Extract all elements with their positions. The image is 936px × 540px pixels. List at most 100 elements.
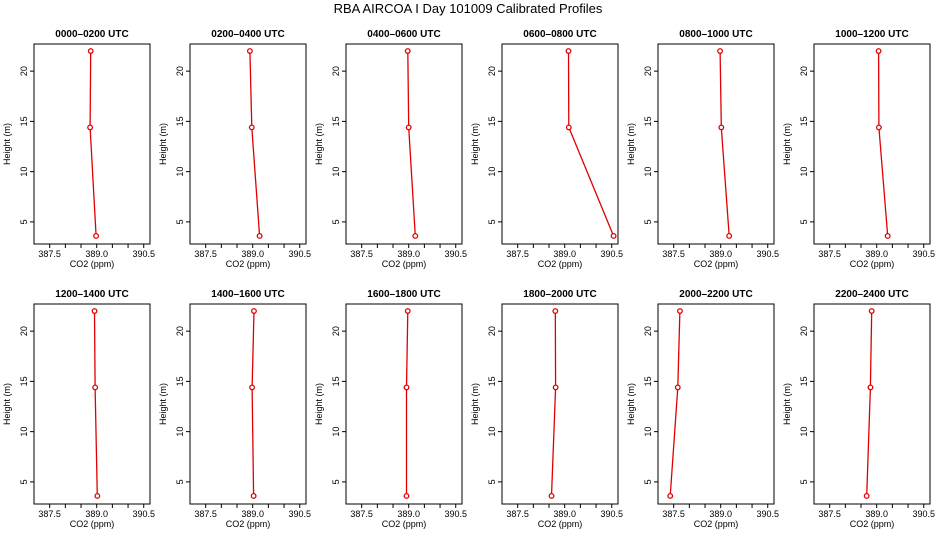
co2-data-point (405, 124, 412, 131)
y-tick-label: 10 (331, 167, 341, 177)
page-title: RBA AIRCOA I Day 101009 Calibrated Profi… (333, 1, 603, 16)
co2-data-point (248, 124, 255, 131)
panel-title: 1800–2000 UTC (523, 289, 596, 300)
co2-data-point (404, 48, 411, 54)
co2-data-point (565, 48, 572, 54)
x-tick-label: 387.5 (350, 249, 373, 259)
co2-data-point (884, 233, 891, 239)
panel-title: 1600–1800 UTC (367, 289, 440, 300)
panel-title: 0200–0400 UTC (211, 29, 284, 40)
panel-title: 0000–0200 UTC (55, 29, 128, 40)
profile-panel-7: 1200–1400 UTC 387.5 389.0 390.5 CO2 (ppm) 5 10… (2, 289, 155, 529)
y-tick-label: 15 (175, 376, 185, 386)
x-tick-label: 387.5 (38, 249, 61, 259)
x-tick-label: 387.5 (818, 509, 841, 519)
x-tick-label: 390.5 (132, 509, 155, 519)
x-tick-label: 390.5 (132, 249, 155, 259)
x-tick-label: 390.5 (600, 249, 623, 259)
x-tick-label: 387.5 (38, 509, 61, 519)
co2-profile-line (407, 50, 416, 237)
x-tick-label: 390.5 (912, 509, 935, 519)
y-tick-label: 15 (19, 376, 29, 386)
x-tick-label: 390.5 (912, 249, 935, 259)
co2-data-point (717, 48, 724, 54)
plot-frame (657, 303, 775, 505)
y-tick-label: 10 (19, 427, 29, 437)
x-tick-label: 390.5 (444, 249, 467, 259)
y-tick-label: 10 (175, 427, 185, 437)
y-tick-label: 10 (175, 167, 185, 177)
x-tick-label: 387.5 (506, 509, 529, 519)
y-axis-label: Height (m) (470, 383, 480, 425)
x-axis-label: CO2 (ppm) (226, 519, 271, 529)
y-tick-label: 5 (19, 479, 29, 484)
y-axis-label: Height (m) (158, 383, 168, 425)
plot-frame (501, 43, 619, 245)
x-tick-label: 389.0 (241, 509, 264, 519)
x-tick-label: 387.5 (662, 249, 685, 259)
co2-profile-line (550, 310, 557, 497)
y-tick-label: 20 (487, 326, 497, 336)
co2-data-point (726, 233, 733, 239)
x-tick-label: 390.5 (288, 249, 311, 259)
profile-panel-4: 0600–0800 UTC 387.5 389.0 390.5 CO2 (ppm) 5 10… (470, 29, 623, 269)
y-tick-label: 20 (487, 66, 497, 76)
x-tick-label: 387.5 (662, 509, 685, 519)
profile-panel-1: 0000–0200 UTC 387.5 389.0 390.5 CO2 (ppm) 5 10… (2, 29, 155, 269)
panel-title: 0800–1000 UTC (679, 29, 752, 40)
y-tick-label: 20 (643, 326, 653, 336)
x-tick-label: 387.5 (350, 509, 373, 519)
y-tick-label: 5 (487, 219, 497, 224)
y-tick-label: 15 (331, 376, 341, 386)
plot-frame (501, 303, 619, 505)
co2-profile-line (251, 310, 255, 497)
profile-panel-11: 2000–2200 UTC 387.5 389.0 390.5 CO2 (ppm) 5 10… (626, 289, 779, 529)
co2-data-point (246, 48, 253, 54)
co2-data-point (552, 384, 559, 391)
y-tick-label: 5 (487, 479, 497, 484)
y-tick-label: 15 (799, 376, 809, 386)
plot-frame (657, 43, 775, 245)
panel-title: 1000–1200 UTC (835, 29, 908, 40)
y-tick-label: 15 (487, 116, 497, 126)
co2-data-point (674, 384, 681, 391)
x-tick-label: 390.5 (756, 509, 779, 519)
y-tick-label: 15 (19, 116, 29, 126)
panel-title: 1400–1600 UTC (211, 289, 284, 300)
plot-frame (345, 43, 463, 245)
plot-frame (813, 303, 931, 505)
y-axis-label: Height (m) (782, 123, 792, 165)
y-tick-label: 10 (331, 427, 341, 437)
co2-data-point (548, 493, 555, 499)
y-axis-label: Height (m) (314, 123, 324, 165)
y-tick-label: 5 (643, 479, 653, 484)
x-tick-label: 389.0 (397, 249, 420, 259)
co2-profile-line (567, 50, 615, 237)
co2-data-point (256, 233, 263, 239)
x-axis-label: CO2 (ppm) (70, 259, 115, 269)
y-axis-label: Height (m) (314, 383, 324, 425)
co2-data-point (250, 493, 257, 499)
co2-data-point (875, 124, 882, 131)
profile-panel-2: 0200–0400 UTC 387.5 389.0 390.5 CO2 (ppm) 5 10… (158, 29, 311, 269)
y-tick-label: 20 (175, 326, 185, 336)
co2-data-point (403, 493, 410, 499)
co2-data-point (863, 493, 870, 499)
x-tick-label: 389.0 (397, 509, 420, 519)
plot-frame (189, 43, 307, 245)
y-axis-label: Height (m) (2, 383, 12, 425)
co2-data-point (867, 384, 874, 391)
y-axis-label: Height (m) (626, 123, 636, 165)
x-tick-label: 390.5 (756, 249, 779, 259)
x-axis-label: CO2 (ppm) (694, 519, 739, 529)
x-axis-label: CO2 (ppm) (538, 259, 583, 269)
x-axis-label: CO2 (ppm) (850, 259, 895, 269)
co2-data-point (87, 48, 94, 54)
profile-panel-10: 1800–2000 UTC 387.5 389.0 390.5 CO2 (ppm) 5 10… (470, 289, 623, 529)
co2-data-point (92, 384, 99, 391)
co2-data-point (412, 233, 419, 239)
x-tick-label: 387.5 (194, 509, 217, 519)
y-tick-label: 20 (643, 66, 653, 76)
y-axis-label: Height (m) (626, 383, 636, 425)
